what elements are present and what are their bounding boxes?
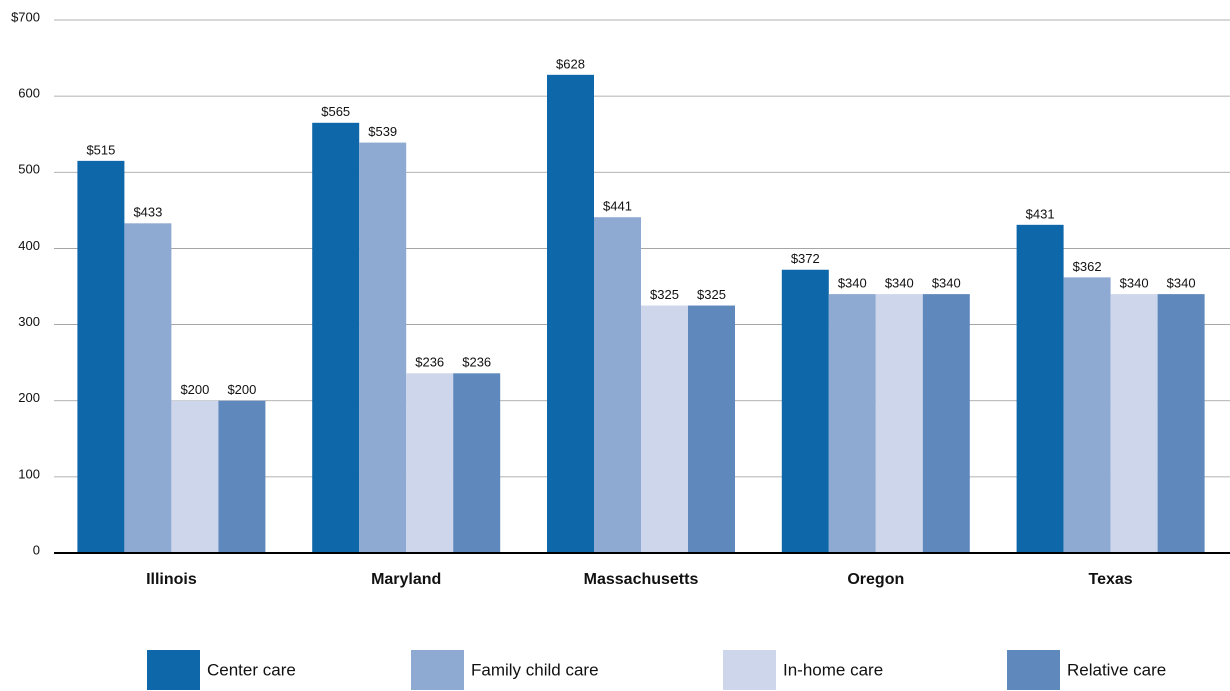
y-tick-label: 400 (18, 238, 40, 253)
bar (218, 400, 266, 553)
bar (781, 269, 829, 553)
value-label: $325 (697, 287, 726, 302)
x-tick-label: Texas (1089, 571, 1133, 588)
bar (359, 142, 407, 553)
value-label: $200 (180, 382, 209, 397)
y-tick-label: 100 (18, 466, 40, 481)
value-label: $362 (1073, 259, 1102, 274)
legend-swatch (147, 650, 200, 690)
value-label: $441 (603, 199, 632, 214)
bar (1016, 224, 1064, 553)
bar (1157, 294, 1205, 553)
bar (77, 160, 125, 553)
y-tick-label: 600 (18, 86, 40, 101)
value-label: $340 (885, 276, 914, 291)
bar (547, 74, 594, 553)
value-label: $340 (1167, 276, 1196, 291)
bar (1110, 294, 1158, 553)
value-label: $200 (227, 382, 256, 397)
x-tick-label: Maryland (371, 571, 441, 588)
legend-swatch (723, 650, 776, 690)
bar (594, 217, 641, 553)
y-tick-label: 200 (18, 390, 40, 405)
bar (922, 294, 970, 553)
y-tick-label: 0 (33, 542, 40, 557)
bar (453, 373, 501, 553)
legend-label: In-home care (783, 660, 883, 679)
bar (641, 305, 688, 553)
y-tick-label: 500 (18, 162, 40, 177)
value-label: $431 (1026, 206, 1055, 221)
value-label: $325 (650, 287, 679, 302)
bar (828, 294, 876, 553)
value-label: $539 (368, 124, 397, 139)
legend-label: Center care (207, 660, 296, 679)
value-label: $515 (86, 142, 115, 157)
y-tick-label: 300 (18, 314, 40, 329)
bar (312, 122, 360, 554)
value-label: $372 (791, 251, 820, 266)
bar (171, 400, 219, 553)
x-tick-label: Massachusetts (584, 571, 699, 588)
value-label: $565 (321, 104, 350, 119)
legend-swatch (1007, 650, 1060, 690)
value-label: $236 (462, 355, 491, 370)
value-label: $340 (1120, 276, 1149, 291)
value-label: $433 (133, 205, 162, 220)
bar (124, 223, 172, 553)
bar (1063, 277, 1111, 553)
value-label: $340 (932, 276, 961, 291)
value-label: $340 (838, 276, 867, 291)
x-tick-label: Oregon (847, 571, 904, 588)
bar (688, 305, 735, 553)
value-label: $236 (415, 355, 444, 370)
bar (875, 294, 923, 553)
legend-label: Family child care (471, 660, 599, 679)
legend-swatch (411, 650, 464, 690)
bar (406, 373, 454, 553)
legend-label: Relative care (1067, 660, 1166, 679)
x-tick-label: Illinois (146, 571, 197, 588)
value-label: $628 (556, 56, 585, 71)
y-tick-label: $700 (11, 9, 40, 24)
